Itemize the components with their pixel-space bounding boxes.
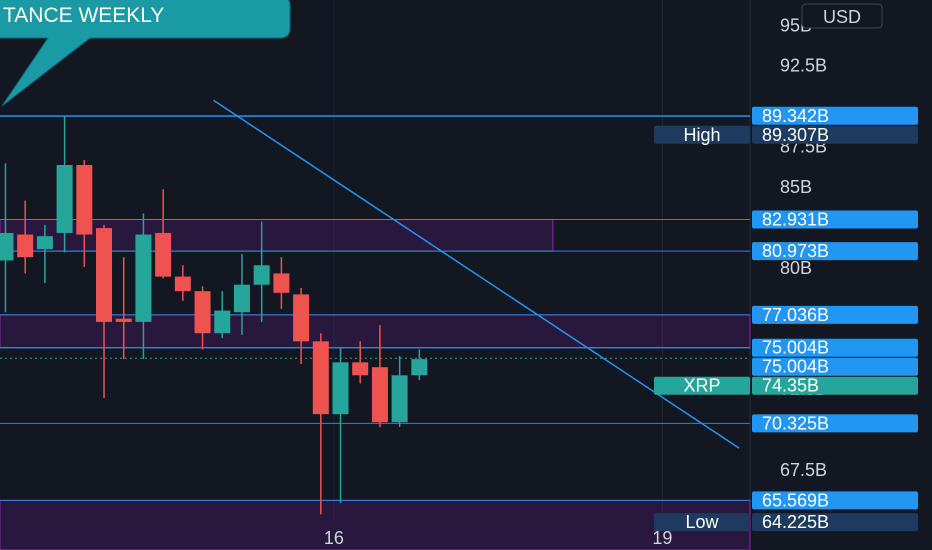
candle-body [312,341,329,415]
candle-body [194,291,211,334]
candle-body [135,234,152,322]
grid [333,0,751,550]
currency-label[interactable]: USD [801,3,883,29]
candle-body [391,375,408,423]
zone-rect [0,499,751,550]
price-badge-label: 89.342B [762,106,829,126]
candle-body [371,367,388,423]
price-badge-label: 80.973B [762,241,829,261]
price-tag-badge [654,513,750,532]
price-badge-label: 65.569B [762,490,829,510]
zones [0,218,751,550]
candle-body [115,318,132,322]
price-tag-badge [654,125,750,144]
y-tick-label: 92.5B [780,56,827,76]
zone-rect [0,314,751,349]
price-badge [752,242,918,261]
candle-body [36,236,53,250]
trendline-layer [213,99,740,449]
time-axis: 16 19 [324,528,672,548]
candle-body [17,234,34,258]
callout-bubble [0,0,291,107]
price-badge [752,357,918,376]
trendline [213,99,740,449]
candle-body [293,294,310,342]
price-badge [752,125,918,144]
price-badge [752,376,918,395]
level-lines [0,115,750,501]
price-badge-label: 70.325B [762,413,829,433]
price-badge [752,513,918,532]
price-tag-label: Low [685,512,719,532]
y-tick-label: 67.5B [780,460,827,480]
chart-title: TANCE WEEKLY [3,4,164,27]
candle-body [273,273,290,293]
candle-body [76,165,93,235]
price-tag-label: XRP [683,376,720,396]
candle-body [174,276,191,292]
candle-body [155,232,172,277]
price-badge [752,414,918,433]
candle-body [0,232,14,261]
price-badge [752,338,918,357]
candle-body [253,265,270,285]
price-badge-label: 64.225B [762,512,829,532]
price-tag-badge [654,376,750,395]
y-tick-label: 80B [780,258,812,278]
candle-body [233,284,250,313]
candles [0,116,428,515]
y-tick-label: 85B [780,177,812,197]
x-tick-label: 19 [652,528,672,548]
candle-body [96,228,113,322]
price-badge [752,106,918,125]
candle-body [332,362,349,415]
price-badge [752,210,918,229]
price-tag-label: High [683,125,720,145]
currency-text: USD [823,7,861,27]
price-badge-label: 74.35B [762,376,819,396]
candle-body [214,310,231,334]
price-badge-label: 82.931B [762,209,829,229]
candle-body [411,359,428,376]
price-badge [752,491,918,510]
candle-body [56,165,73,233]
price-badge [752,305,918,324]
price-badge-label: 75.004B [762,338,829,358]
title-callout: TANCE WEEKLY [0,0,291,107]
x-tick-label: 16 [324,528,344,548]
price-badge-label: 89.307B [762,125,829,145]
candle-body [352,362,369,376]
price-badge-label: 75.004B [762,357,829,377]
currency-badge[interactable] [801,3,883,29]
price-badge-label: 77.036B [762,305,829,325]
